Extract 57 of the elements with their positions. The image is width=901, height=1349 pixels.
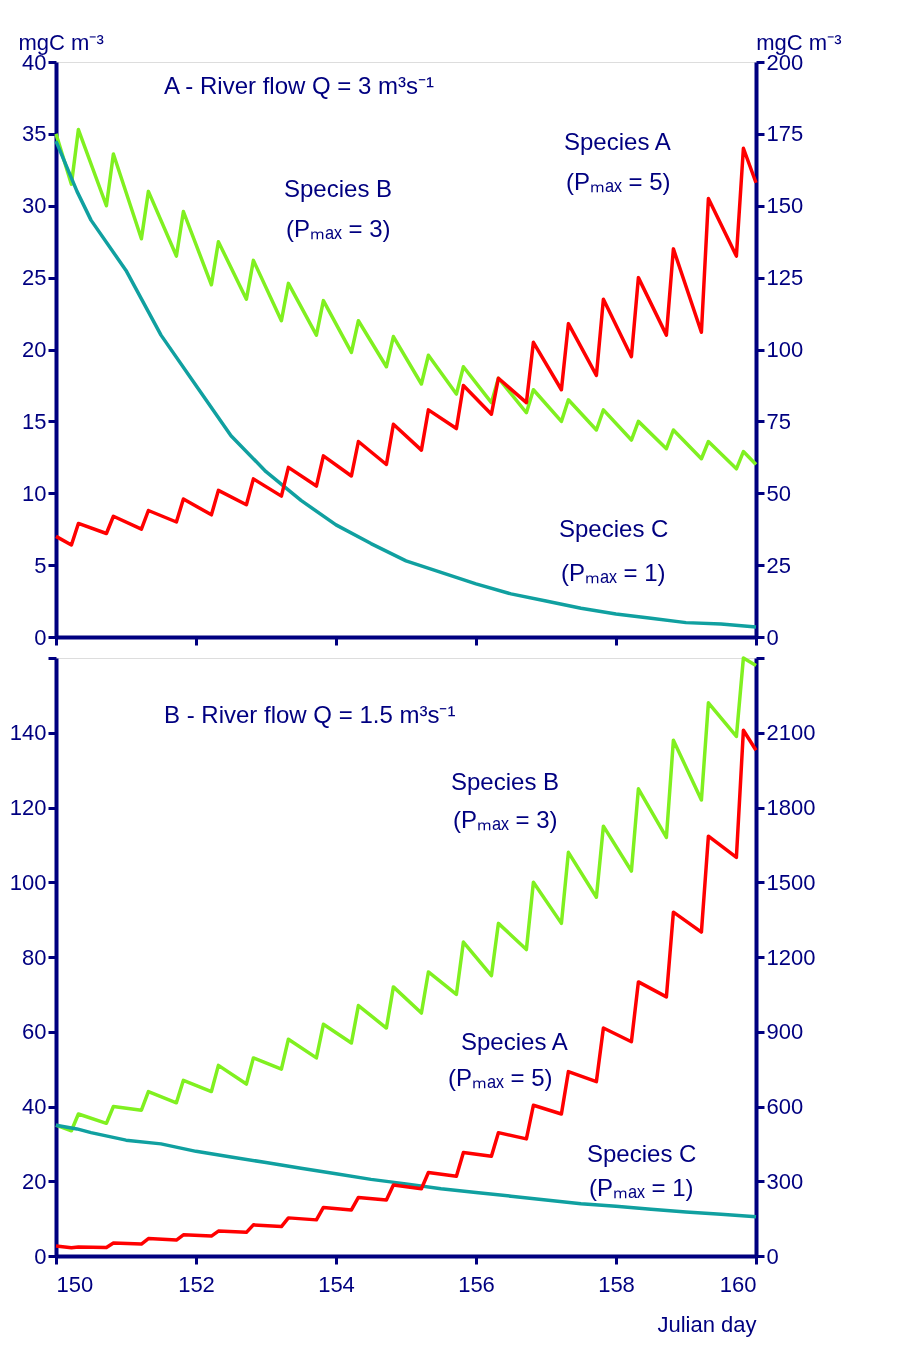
y2-tick-label: 0 [766,1243,779,1269]
x-tick-label: 152 [178,1271,215,1297]
x-tick-label: 156 [458,1271,495,1297]
y-tick-label: 100 [9,869,47,895]
y2-tick-label: 50 [766,480,791,506]
y2-tick-label: 175 [766,121,804,147]
y-tick-label: 60 [22,1019,47,1045]
y2-tick-label: 125 [766,265,804,291]
series-label: Species A [461,1028,568,1055]
line-series [54,728,758,1250]
annotation: (Pₘₐₓ = 3) [286,215,391,242]
line-series [54,1123,758,1219]
y2-tick-label: 2100 [766,720,816,746]
y-tick-label: 30 [22,193,47,219]
y-tick-label: 20 [22,337,47,362]
y-tick-label: 0 [34,1243,47,1269]
chart-title: A - River flow Q = 3 m³s⁻¹ [164,72,435,99]
y2-tick-label: 300 [766,1168,804,1194]
text: Species B [451,768,560,795]
y2-tick-label: 0 [766,624,779,650]
annotation: (Pₘₐₓ = 5) [566,168,671,195]
x-tick-label: 160 [719,1271,757,1297]
series-label: Species C [587,1140,697,1167]
y2-tick-label: 1200 [766,944,816,970]
annotation: (Pₘₐₓ = 3) [453,806,558,833]
y-tick-label: 15 [22,408,47,434]
y2-tick-label: 1500 [766,869,816,895]
line-series [54,127,758,471]
y-tick-label: 5 [34,552,47,578]
line-series [54,656,758,1133]
y-tick-label: 40 [22,1094,47,1119]
text: Species B [284,175,393,202]
x-tick-label: 150 [56,1271,94,1297]
y2-tick-label: 600 [766,1094,804,1119]
text: Species A [564,128,671,155]
y-tick-label: 0 [34,624,47,650]
y2-tick-label: 150 [766,193,804,219]
y-tick-label: 20 [22,1168,47,1194]
x-axis-title: Julian day [657,1311,757,1337]
annotation: (Pₘₐₓ = 5) [448,1064,553,1091]
annotation: (Pₘₐₓ = 1) [561,559,666,586]
y-tick-label: 35 [22,121,47,147]
y2-tick-label: 1800 [766,795,816,820]
x-tick-label: 154 [318,1271,355,1297]
y-tick-label: 25 [22,265,47,291]
text: B - River flow Q = 1.5 m³s⁻¹ [164,701,456,728]
y2-tick-label: 75 [766,408,791,434]
y-tick-label: 80 [22,944,47,970]
y2-tick-label: 25 [766,552,791,578]
annotation: (Pₘₐₓ = 1) [589,1174,694,1201]
text: Species C [559,515,669,542]
x-tick-label: 158 [598,1271,635,1297]
y-tick-label: 120 [9,795,47,820]
y-tick-label: 10 [22,480,47,506]
y-tick-label: 140 [9,720,47,746]
y2-tick-label: 900 [766,1019,804,1045]
y2-tick-label: 100 [766,337,804,362]
